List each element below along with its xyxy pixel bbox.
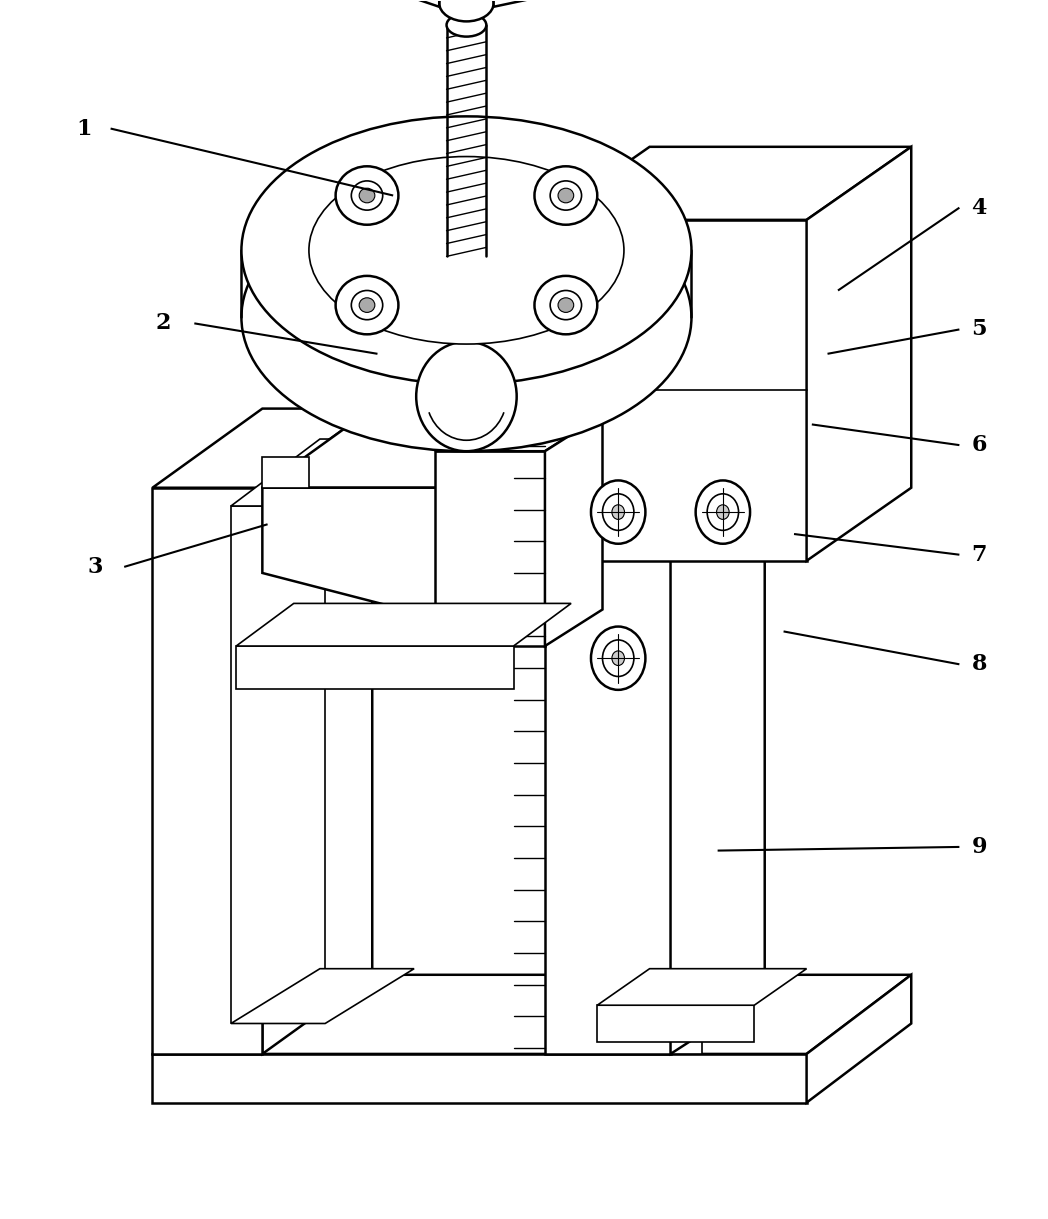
Ellipse shape	[335, 166, 398, 224]
Text: 6: 6	[971, 434, 987, 456]
Text: 2: 2	[155, 312, 171, 334]
Polygon shape	[152, 1054, 807, 1103]
Polygon shape	[262, 408, 372, 1054]
Polygon shape	[555, 987, 765, 1030]
Polygon shape	[435, 451, 545, 646]
Text: 5: 5	[971, 318, 987, 340]
Polygon shape	[152, 408, 372, 488]
Polygon shape	[555, 1030, 702, 1054]
Text: 3: 3	[87, 556, 103, 578]
Polygon shape	[236, 603, 571, 646]
Ellipse shape	[241, 116, 692, 384]
Ellipse shape	[591, 627, 646, 690]
Polygon shape	[262, 488, 545, 646]
Polygon shape	[597, 1006, 755, 1042]
Ellipse shape	[717, 505, 729, 519]
Polygon shape	[807, 975, 912, 1103]
Polygon shape	[807, 146, 912, 561]
Ellipse shape	[612, 505, 625, 519]
Polygon shape	[435, 414, 603, 451]
Polygon shape	[313, 0, 439, 7]
Polygon shape	[262, 457, 309, 488]
Polygon shape	[671, 354, 765, 1054]
Text: 8: 8	[971, 653, 987, 675]
Polygon shape	[597, 969, 807, 1006]
Ellipse shape	[335, 275, 398, 334]
Text: 9: 9	[971, 836, 987, 858]
Ellipse shape	[612, 651, 625, 666]
Ellipse shape	[439, 0, 494, 4]
Ellipse shape	[241, 183, 692, 451]
Polygon shape	[262, 408, 545, 488]
Ellipse shape	[309, 156, 624, 344]
Polygon shape	[545, 414, 603, 646]
Ellipse shape	[534, 166, 597, 224]
Polygon shape	[231, 439, 414, 506]
Ellipse shape	[351, 180, 383, 210]
Polygon shape	[152, 488, 262, 1054]
Polygon shape	[236, 646, 514, 689]
Polygon shape	[152, 975, 912, 1054]
Ellipse shape	[534, 275, 597, 334]
Ellipse shape	[603, 640, 634, 677]
Ellipse shape	[707, 494, 739, 530]
Ellipse shape	[446, 13, 486, 37]
Polygon shape	[231, 969, 414, 1024]
Text: 1: 1	[77, 117, 92, 139]
Ellipse shape	[696, 480, 750, 544]
Ellipse shape	[603, 494, 634, 530]
Ellipse shape	[550, 180, 582, 210]
Polygon shape	[545, 354, 765, 414]
Ellipse shape	[550, 290, 582, 319]
Ellipse shape	[558, 297, 573, 312]
Ellipse shape	[439, 0, 494, 22]
Polygon shape	[494, 0, 609, 7]
Ellipse shape	[591, 480, 646, 544]
Ellipse shape	[351, 290, 383, 319]
Text: 7: 7	[971, 544, 987, 566]
Ellipse shape	[359, 188, 375, 202]
Ellipse shape	[558, 188, 573, 202]
Polygon shape	[545, 146, 912, 219]
Ellipse shape	[416, 341, 517, 451]
Text: 4: 4	[971, 196, 987, 218]
Ellipse shape	[359, 297, 375, 312]
Polygon shape	[545, 341, 592, 390]
Polygon shape	[231, 506, 325, 1024]
Polygon shape	[545, 219, 807, 561]
Polygon shape	[545, 414, 671, 1054]
